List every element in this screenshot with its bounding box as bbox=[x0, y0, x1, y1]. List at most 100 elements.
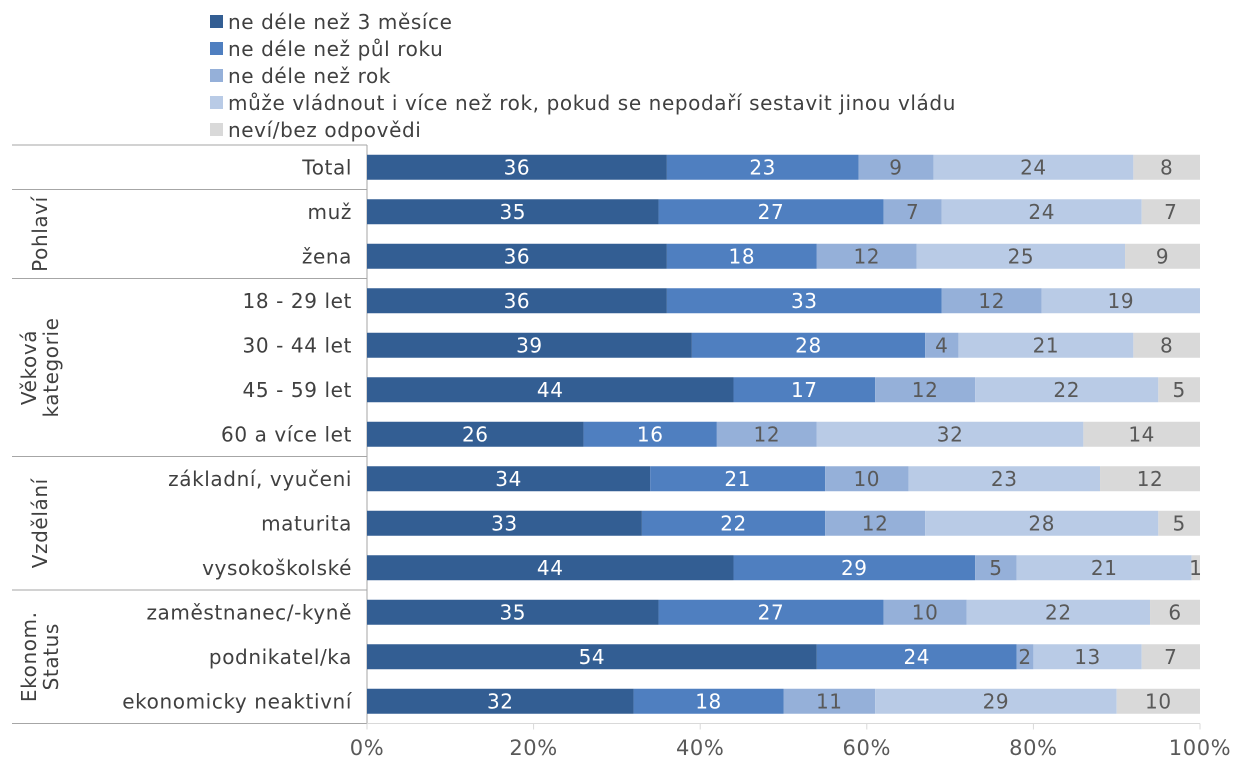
category-label: 45 - 59 let bbox=[243, 378, 353, 402]
bar-segment bbox=[1191, 555, 1200, 581]
data-label: 5 bbox=[1173, 378, 1186, 402]
bar-segment bbox=[583, 421, 717, 447]
group-label: Ekonom. bbox=[17, 611, 41, 702]
data-label: 44 bbox=[537, 556, 564, 580]
data-label: 34 bbox=[495, 467, 522, 491]
bar-segment bbox=[666, 243, 817, 269]
bar-segment bbox=[1125, 243, 1200, 269]
data-label: 7 bbox=[906, 200, 919, 224]
data-label: 27 bbox=[758, 600, 785, 624]
bar-segment bbox=[825, 510, 926, 536]
bar-segment bbox=[933, 154, 1134, 180]
data-label: 18 bbox=[729, 244, 756, 268]
legend-label: ne déle než rok bbox=[228, 63, 391, 88]
bar-segment bbox=[658, 599, 884, 625]
bar-segment bbox=[367, 288, 667, 314]
category-label: 18 - 29 let bbox=[243, 289, 353, 313]
category-label: vysokoškolské bbox=[202, 556, 352, 580]
data-label: 11 bbox=[816, 689, 843, 713]
data-label: 18 bbox=[695, 689, 722, 713]
bar-segment bbox=[641, 510, 826, 536]
legend-label: může vládnout i více než rok, pokud se n… bbox=[228, 90, 956, 115]
legend-item: ne déle než rok bbox=[210, 62, 956, 89]
bar-segment bbox=[925, 332, 959, 358]
data-label: 12 bbox=[1137, 467, 1164, 491]
data-label: 2 bbox=[1018, 645, 1031, 669]
bar-segment bbox=[816, 421, 1084, 447]
bar-segment bbox=[825, 466, 909, 492]
data-label: 24 bbox=[903, 645, 930, 669]
data-label: 5 bbox=[1173, 511, 1186, 535]
data-label: 33 bbox=[491, 511, 518, 535]
bar-segment bbox=[925, 510, 1159, 536]
x-tick-label: 60% bbox=[843, 736, 891, 760]
bar-segment bbox=[666, 154, 859, 180]
bar-segment bbox=[916, 243, 1126, 269]
bar-segment bbox=[367, 466, 651, 492]
bar-segment bbox=[1141, 644, 1200, 670]
data-label: 32 bbox=[937, 422, 964, 446]
bar-segment bbox=[1016, 555, 1192, 581]
data-label: 1 bbox=[1189, 556, 1202, 580]
data-label: 44 bbox=[537, 378, 564, 402]
legend-item: neví/bez odpovědi bbox=[210, 116, 956, 143]
data-label: 39 bbox=[516, 333, 543, 357]
data-label: 21 bbox=[1091, 556, 1118, 580]
legend-label: ne déle než půl roku bbox=[228, 36, 444, 61]
x-tick-label: 80% bbox=[1009, 736, 1057, 760]
data-label: 10 bbox=[912, 600, 939, 624]
data-label: 22 bbox=[1053, 378, 1080, 402]
bar-segment bbox=[875, 688, 1117, 714]
legend-item: ne déle než 3 měsíce bbox=[210, 8, 956, 35]
bar-segment bbox=[941, 288, 1042, 314]
legend-swatch bbox=[210, 15, 223, 28]
legend: ne déle než 3 měsíce ne déle než půl rok… bbox=[210, 8, 956, 143]
data-label: 24 bbox=[1028, 200, 1055, 224]
x-tick-label: 0% bbox=[350, 736, 385, 760]
bar-segment bbox=[958, 332, 1134, 358]
bar-segment bbox=[691, 332, 926, 358]
data-label: 23 bbox=[991, 467, 1018, 491]
legend-swatch bbox=[210, 69, 223, 82]
category-label: maturita bbox=[261, 511, 352, 535]
bar-segment bbox=[975, 377, 1159, 403]
category-label: 30 - 44 let bbox=[243, 333, 353, 357]
bar-segment bbox=[1100, 466, 1200, 492]
data-label: 21 bbox=[724, 467, 751, 491]
bar-segment bbox=[1033, 644, 1142, 670]
x-tick-label: 40% bbox=[676, 736, 724, 760]
bar-segment bbox=[816, 644, 1017, 670]
data-label: 13 bbox=[1074, 645, 1101, 669]
legend-swatch bbox=[210, 42, 223, 55]
data-label: 4 bbox=[935, 333, 948, 357]
category-label: 60 a více let bbox=[221, 422, 352, 446]
bar-segment bbox=[367, 599, 659, 625]
data-label: 8 bbox=[1160, 333, 1173, 357]
data-label: 54 bbox=[579, 645, 606, 669]
bar-segment bbox=[367, 154, 667, 180]
category-label: zaměstnanec/-kyně bbox=[146, 600, 352, 624]
bar-segment bbox=[883, 599, 967, 625]
data-label: 33 bbox=[791, 289, 818, 313]
bar-segment bbox=[367, 421, 584, 447]
bar-segment bbox=[716, 421, 817, 447]
bar-segment bbox=[883, 199, 942, 225]
data-label: 8 bbox=[1160, 155, 1173, 179]
bar-segment bbox=[1016, 644, 1034, 670]
bar-segment bbox=[783, 688, 876, 714]
data-label: 35 bbox=[499, 600, 526, 624]
group-label: Vzdělání bbox=[28, 477, 52, 568]
bar-segment bbox=[733, 555, 976, 581]
x-tick-label: 100% bbox=[1169, 736, 1231, 760]
data-label: 12 bbox=[754, 422, 781, 446]
bar-segment bbox=[367, 555, 734, 581]
bar-segment bbox=[1141, 199, 1200, 225]
bar-segment bbox=[666, 288, 942, 314]
bar-segment bbox=[858, 154, 934, 180]
data-label: 17 bbox=[791, 378, 818, 402]
legend-swatch bbox=[210, 123, 223, 136]
data-label: 7 bbox=[1164, 200, 1177, 224]
data-label: 21 bbox=[1033, 333, 1060, 357]
bar-segment bbox=[650, 466, 826, 492]
bar-segment bbox=[367, 332, 692, 358]
